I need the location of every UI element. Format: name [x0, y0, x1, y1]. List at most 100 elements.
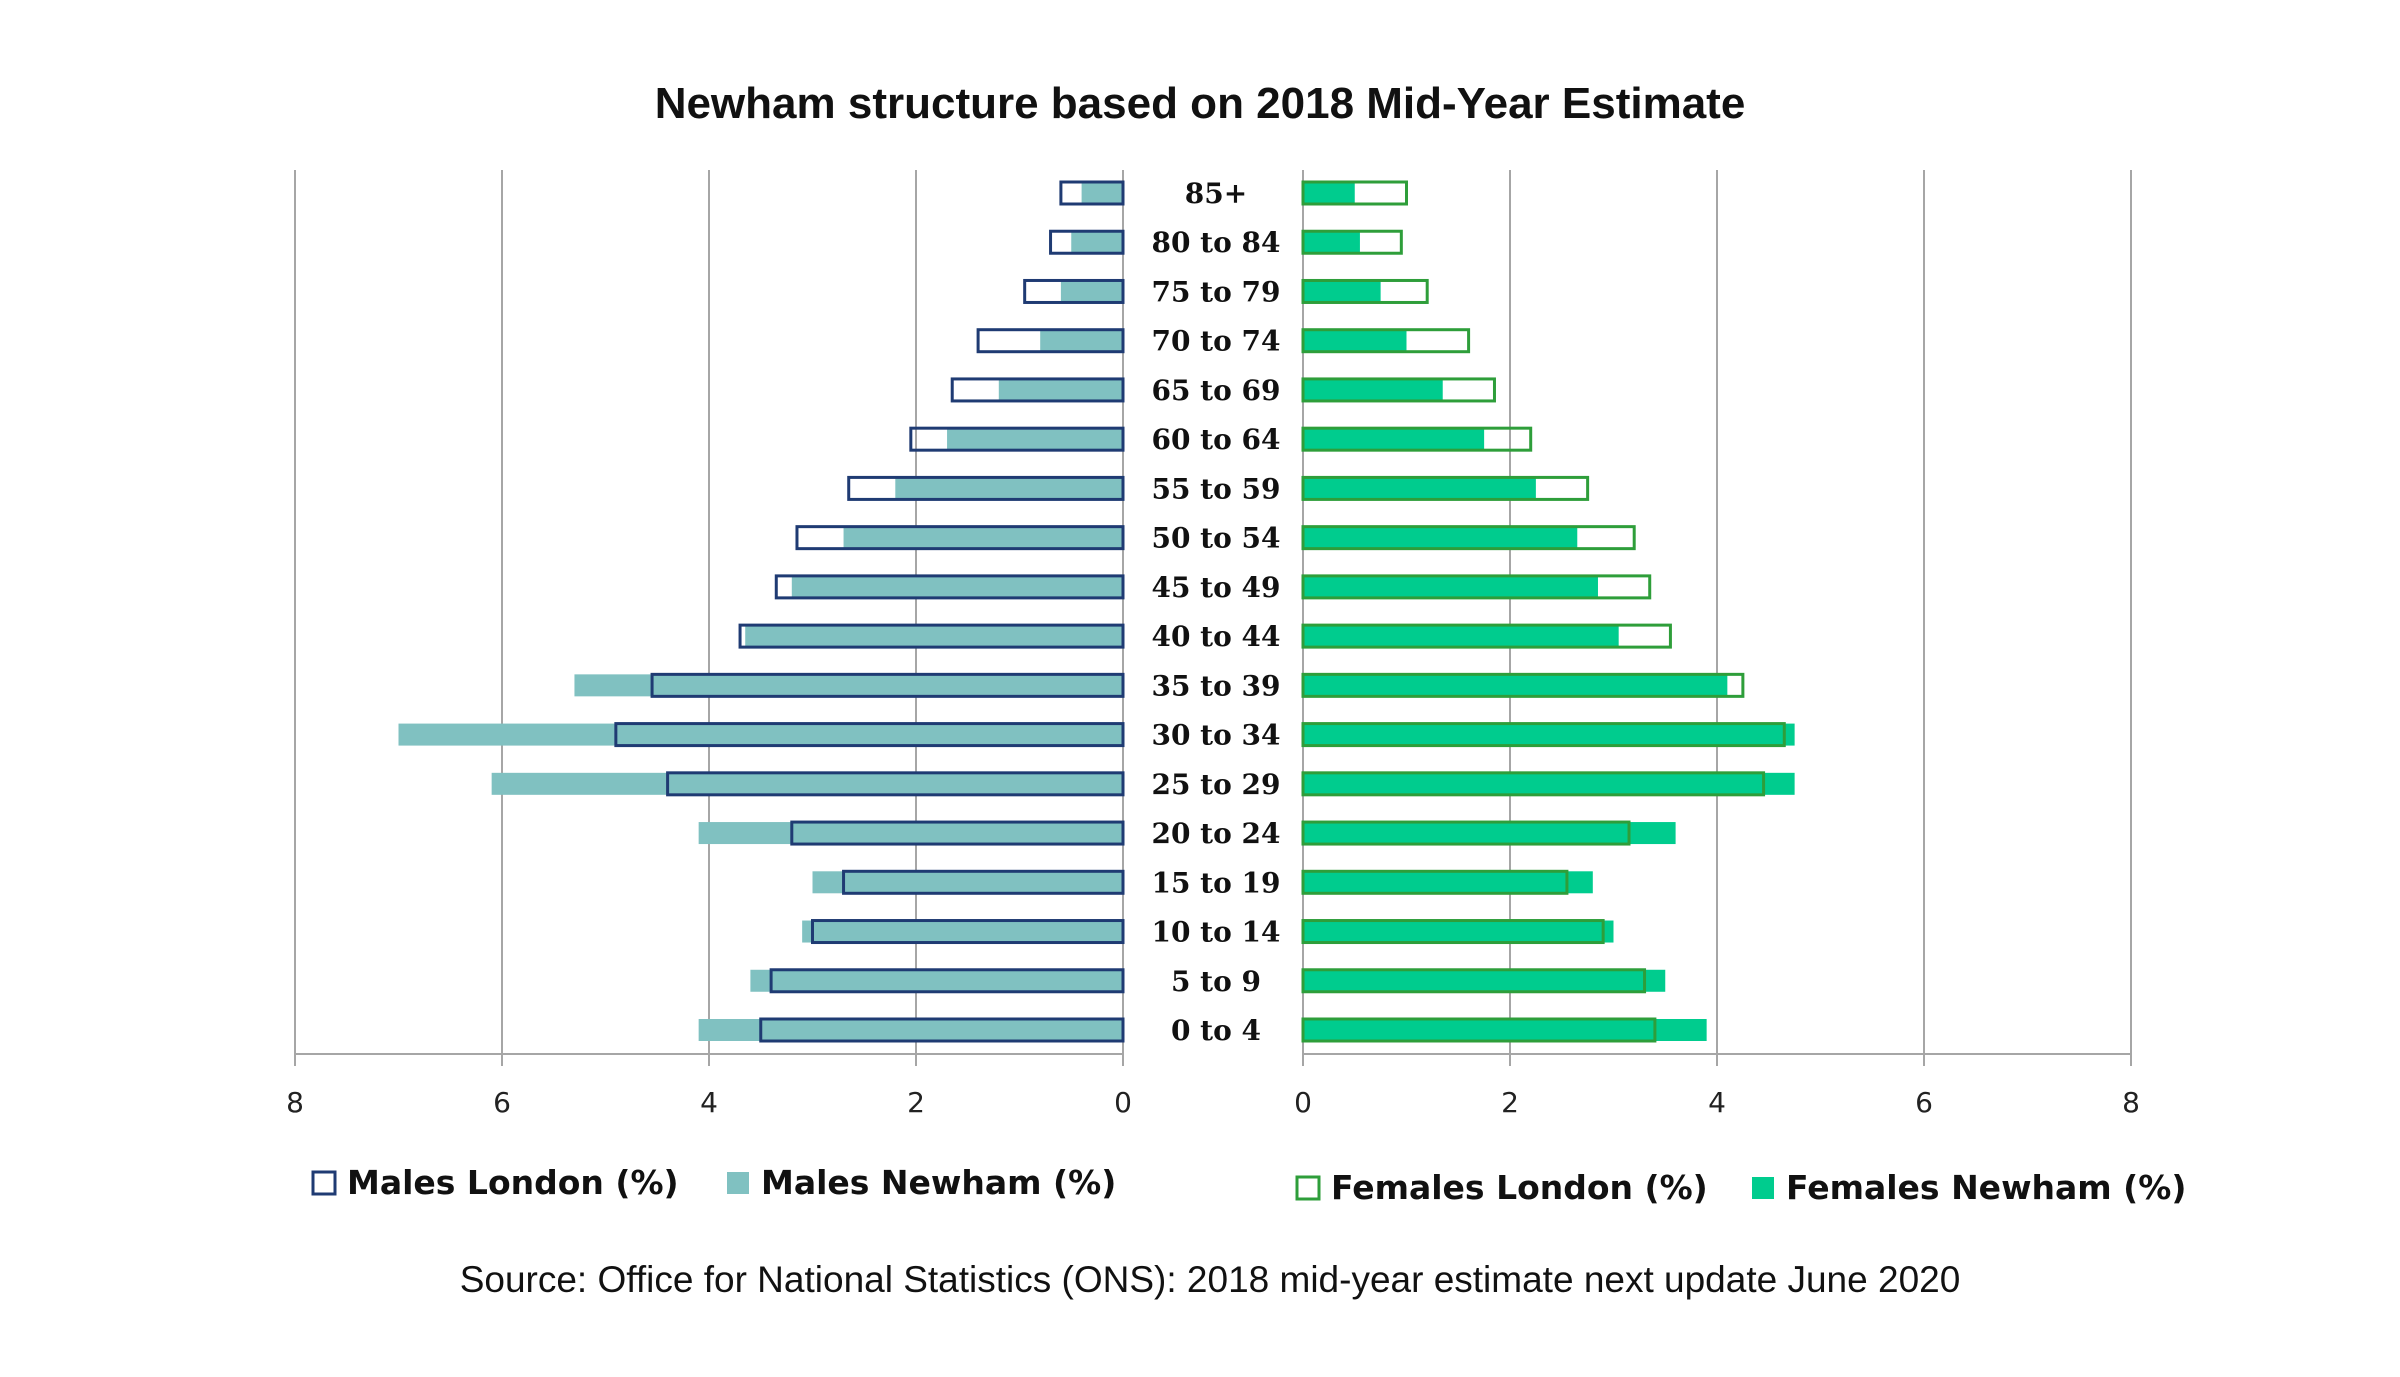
age-group-label: 35 to 39	[1151, 669, 1280, 702]
bars	[398, 180, 1795, 1043]
bar-males-newham	[574, 674, 1123, 697]
bar-males-newham	[698, 822, 1123, 845]
bar-males-newham	[1040, 329, 1123, 352]
female-tick-label: 2	[1501, 1086, 1519, 1119]
age-group-labels: 0 to 4 5 to 9 10 to 14 15 to 19 20 to 24 25 t…	[1151, 177, 1280, 1047]
age-group-label: 25 to 29	[1151, 768, 1280, 801]
bar-females-newham	[1303, 526, 1578, 549]
legend-item-males-london: Males London (%)	[311, 1163, 679, 1202]
age-group-label: 80 to 84	[1151, 226, 1280, 259]
bar-males-london	[976, 328, 1125, 354]
bar-females-newham	[1303, 477, 1536, 500]
legend: Males London (%) Males Newham (%) Female…	[311, 1163, 2186, 1207]
bar-males-newham	[998, 378, 1123, 401]
age-group-label: 0 to 4	[1171, 1014, 1261, 1047]
bar-females-london	[1301, 475, 1590, 501]
bar-females-newham	[1303, 772, 1795, 795]
age-group-label: 5 to 9	[1171, 965, 1261, 998]
legend-swatch-males-newham	[727, 1172, 749, 1194]
bar-males-newham	[1081, 182, 1123, 204]
bar-males-newham	[947, 428, 1123, 451]
bar-males-london	[790, 820, 1125, 846]
bar-females-newham	[1303, 969, 1666, 992]
bar-females-newham	[1303, 280, 1381, 303]
age-group-label: 85+	[1185, 177, 1247, 210]
bar-males-newham	[895, 477, 1123, 500]
age-group-label: 65 to 69	[1151, 374, 1280, 407]
bar-females-london	[1301, 426, 1533, 452]
bar-males-london	[847, 475, 1125, 501]
bar-females-london	[1301, 377, 1496, 403]
bar-females-newham	[1303, 871, 1593, 894]
bar-females-london	[1301, 180, 1408, 206]
bar-males-newham	[812, 871, 1123, 894]
age-group-label: 30 to 34	[1151, 719, 1280, 752]
age-group-label: 40 to 44	[1151, 620, 1280, 653]
bar-females-london	[1301, 869, 1569, 895]
bar-males-london	[909, 426, 1125, 452]
bar-females-london	[1301, 574, 1652, 600]
legend-item-females-newham: Females Newham (%)	[1752, 1168, 2186, 1207]
bar-males-london	[614, 722, 1125, 748]
male-tick-label: 8	[286, 1086, 304, 1119]
bar-females-newham	[1303, 822, 1676, 845]
bar-males-london	[842, 869, 1125, 895]
bar-females-london	[1301, 525, 1636, 551]
bar-females-london	[1301, 771, 1766, 797]
legend-label-males-london: Males London (%)	[347, 1163, 679, 1202]
bar-males-london	[811, 919, 1125, 945]
bar-females-london	[1301, 623, 1672, 649]
bar-males-london	[666, 771, 1125, 797]
bar-females-newham	[1303, 575, 1598, 598]
legend-swatch-females-newham	[1752, 1177, 1774, 1199]
legend-label-females-london: Females London (%)	[1331, 1168, 1708, 1207]
bar-males-newham	[698, 1019, 1123, 1041]
male-tick-label: 2	[907, 1086, 925, 1119]
bar-females-london	[1301, 328, 1471, 354]
bar-females-newham	[1303, 231, 1360, 254]
bar-males-newham	[1071, 231, 1123, 254]
male-tick-label: 0	[1114, 1086, 1132, 1119]
bar-males-london	[950, 377, 1125, 403]
bar-females-london	[1301, 820, 1631, 846]
bar-females-london	[1301, 968, 1647, 994]
bar-females-london	[1301, 722, 1786, 748]
legend-swatch-males-london	[311, 1170, 337, 1196]
axes: 8 6 4 2 0 0 2 4 6 8	[286, 1053, 2140, 1119]
bar-females-london	[1301, 919, 1605, 945]
bar-females-newham	[1303, 1019, 1707, 1041]
legend-item-males-newham: Males Newham (%)	[727, 1163, 1116, 1202]
bar-females-newham	[1303, 920, 1614, 943]
bar-males-london	[1059, 180, 1125, 206]
bar-females-newham	[1303, 428, 1485, 451]
male-tick-label: 6	[493, 1086, 511, 1119]
bar-females-newham	[1303, 329, 1407, 352]
bar-males-london	[769, 968, 1125, 994]
age-group-label: 55 to 59	[1151, 472, 1280, 505]
bar-females-london	[1301, 1017, 1657, 1043]
bar-females-newham	[1303, 378, 1443, 401]
bar-males-newham	[791, 575, 1123, 598]
bar-males-newham	[398, 723, 1123, 746]
bar-males-london	[1049, 229, 1125, 255]
bar-females-newham	[1303, 674, 1728, 697]
bar-males-london	[774, 574, 1125, 600]
bar-males-london	[738, 623, 1125, 649]
bar-males-newham	[843, 526, 1123, 549]
bar-males-newham	[1060, 280, 1123, 303]
age-group-label: 20 to 24	[1151, 817, 1280, 850]
age-group-label: 15 to 19	[1151, 866, 1280, 899]
bar-females-london	[1301, 278, 1429, 304]
legend-swatch-females-london	[1295, 1175, 1321, 1201]
bar-males-newham	[491, 772, 1123, 795]
bar-males-newham	[745, 625, 1123, 648]
bar-females-newham	[1303, 723, 1795, 746]
bar-males-london	[795, 525, 1125, 551]
female-tick-label: 0	[1294, 1086, 1312, 1119]
legend-label-males-newham: Males Newham (%)	[761, 1163, 1116, 1202]
female-tick-label: 4	[1708, 1086, 1726, 1119]
source-note: Source: Office for National Statistics (…	[460, 1259, 1961, 1300]
age-group-label: 10 to 14	[1151, 916, 1280, 949]
